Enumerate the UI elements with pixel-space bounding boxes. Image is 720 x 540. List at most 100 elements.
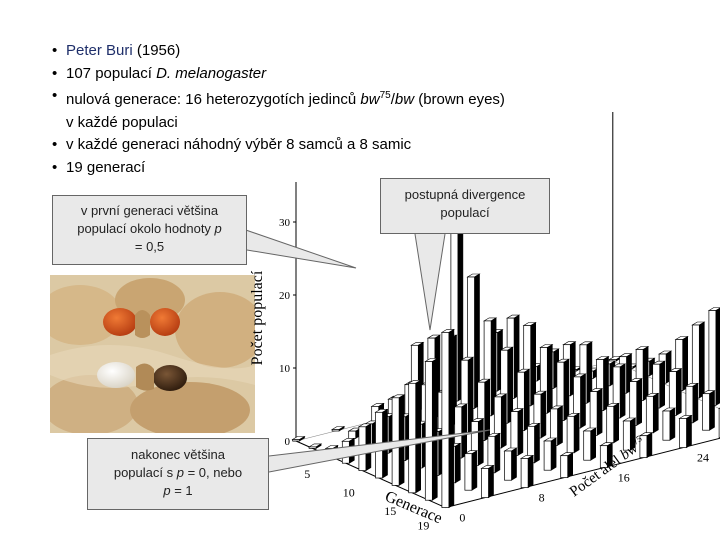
bar-side [388,413,395,454]
bullet-dot: • [52,87,58,104]
callout-first-line3: = 0,5 [134,239,165,254]
author-year: (1956) [136,42,181,59]
bar-top [426,334,441,339]
bar-top [612,363,627,368]
bullet-generations: • 19 generací [52,157,692,180]
bar-side [692,382,699,424]
bar-front [391,397,400,486]
allele-tick-label: 16 [618,471,630,485]
callout-pointers [239,227,491,473]
bar-front [708,310,717,406]
bar-top [443,334,458,339]
bar-top [668,368,683,372]
bar [489,329,504,392]
bar-front [602,363,611,387]
bar-top [308,443,323,448]
bar-front [464,453,473,491]
callout-final: nakonec většina populací s p = 0, nebo p… [87,438,269,510]
callout-divergence-line2: populací [440,205,490,220]
bar-top [549,405,564,410]
bar-side [646,432,653,459]
bar-top [493,393,508,398]
bar-top [424,358,439,362]
bar-front [490,332,498,392]
bar-side [355,427,362,439]
bar [568,365,583,372]
callout-first-line1: v první generaci většina [80,203,219,218]
bar-side [405,413,411,462]
bar-side [332,444,339,457]
bar-front [612,366,621,419]
bar [331,425,346,432]
bar-front [589,391,598,436]
bar [426,334,441,419]
generation-tick-label: 15 [384,504,396,518]
allele-superscript: 75 [379,90,391,101]
bar-side [382,408,388,479]
bar-top [589,388,604,392]
bar-front [635,349,644,401]
bar-front [520,458,529,488]
bar [357,423,372,472]
sampling-text: v každé generaci náhodný výběr 8 samců a… [66,136,412,153]
bar-top [476,378,491,383]
bar-front [608,359,617,362]
bar [374,408,389,479]
bar [612,363,627,419]
bar [476,378,491,442]
bar-top [453,403,468,408]
generation-tick-label: 1 [271,452,277,466]
z-tick-label: 20 [279,290,291,302]
bar-front [599,445,608,468]
bar-side [448,328,455,509]
bar-top [582,427,597,432]
y-axis-label-sup: 75 [630,433,644,447]
bar-top [506,314,521,319]
bar [430,428,445,476]
allele-name-2: bw [394,91,415,108]
bar [589,388,604,436]
bar-side [576,365,583,372]
bar-side [338,425,345,432]
bar-side [398,394,405,486]
bar-top [529,363,544,367]
pointer-final [268,429,491,473]
bar [509,408,524,456]
bar-top [638,432,653,437]
bar-side [698,321,705,399]
bar-side [606,442,613,469]
bar-top [595,356,610,360]
bar [391,394,406,486]
bar [599,442,614,469]
bar-front [685,385,694,424]
bar-side [636,378,643,426]
bar [582,427,597,461]
callout-final-line3: = 1 [170,483,193,498]
bar-top [522,322,537,326]
bar-top [420,381,435,386]
bar [539,343,554,414]
bar [466,273,481,409]
callout-final-line2-post: = 0, nebo [183,465,243,480]
bar-top [605,402,620,407]
bar-side [536,362,543,382]
bar-top [651,360,666,365]
z-tick-label: 30 [279,217,291,229]
bar-side [615,355,622,362]
bar [701,390,716,431]
bar-top [545,348,560,353]
bullet-dot: • [52,136,58,153]
bar-front [560,455,569,478]
bar [562,341,577,397]
bar-front [371,406,380,422]
bar [578,341,593,404]
bullet-populations: • 107 populací D. melanogaster [52,63,692,86]
bar-front [679,418,687,448]
bar-front [691,324,700,399]
bar [622,417,637,451]
bar-front [470,421,479,466]
bar-side [394,395,401,429]
bar-side [613,402,620,444]
bullet-zero-generation: • nulová generace: 16 heterozygotích jed… [52,85,692,112]
bar-top [364,420,379,425]
